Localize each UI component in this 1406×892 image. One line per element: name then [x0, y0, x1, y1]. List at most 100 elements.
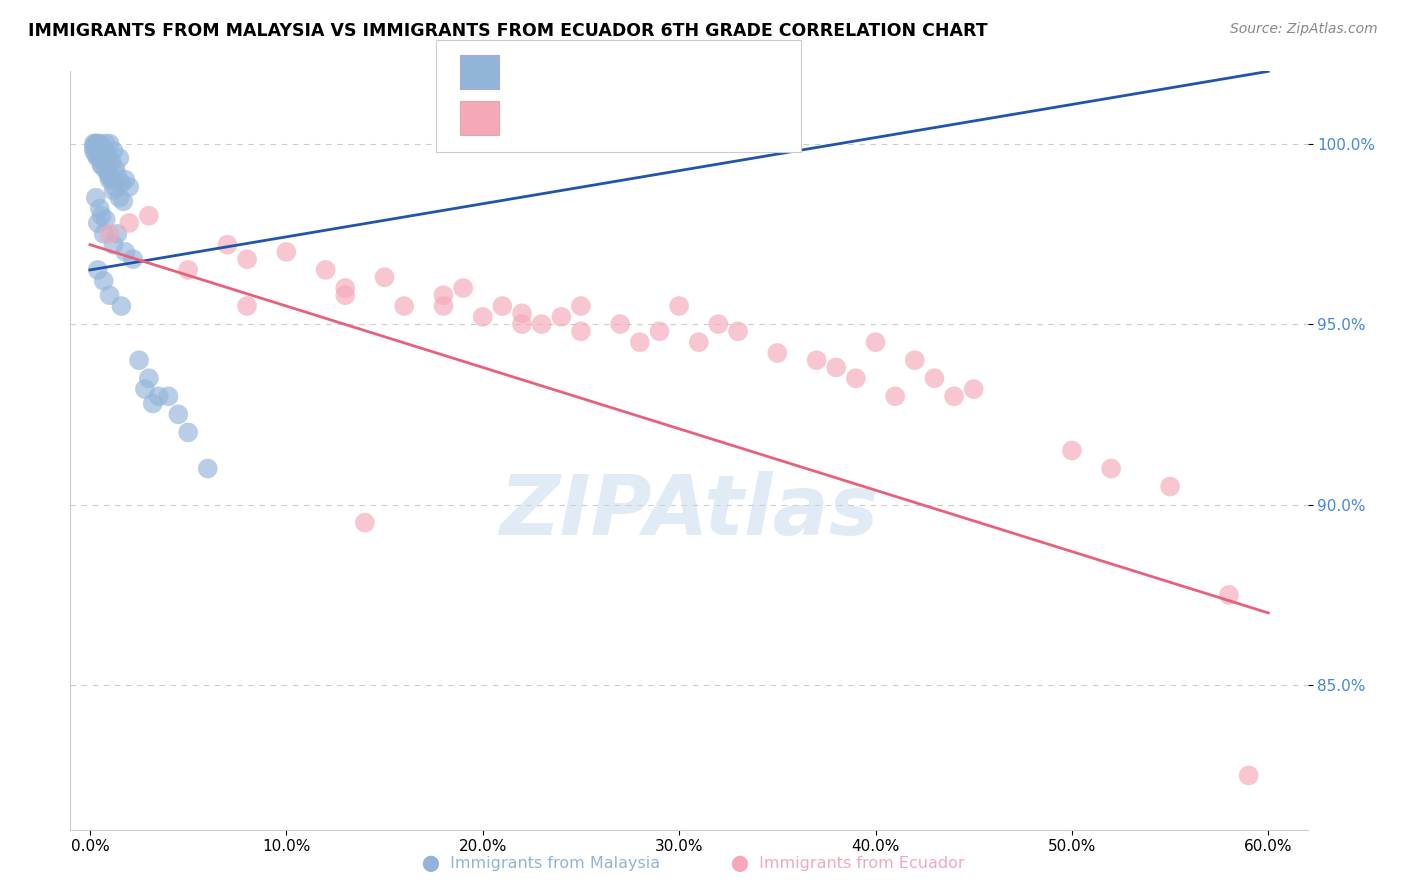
Point: [108, 151, 131, 165]
Point: [98, 172, 121, 186]
Point: [83, 140, 105, 154]
Point: [94, 212, 117, 227]
Point: [110, 176, 132, 190]
Point: [89, 140, 111, 154]
Point: [90, 158, 112, 172]
Point: [335, 281, 357, 295]
Point: [103, 144, 125, 158]
Point: [108, 191, 131, 205]
Point: [510, 317, 533, 331]
Point: [1060, 443, 1083, 458]
Point: [766, 346, 789, 360]
Point: [98, 227, 121, 241]
Point: [142, 396, 165, 410]
Point: [138, 371, 160, 385]
Point: [100, 172, 122, 186]
Point: [236, 252, 259, 266]
Point: [354, 516, 377, 530]
Text: 0.201: 0.201: [567, 63, 619, 81]
Point: [668, 299, 690, 313]
Point: [104, 161, 127, 176]
Point: [84, 147, 107, 161]
Point: [373, 270, 395, 285]
Point: [103, 237, 125, 252]
Point: [648, 324, 671, 338]
Point: [451, 281, 474, 295]
Point: [569, 324, 592, 338]
Point: [197, 461, 219, 475]
Point: [89, 151, 111, 165]
Text: R =: R =: [510, 109, 541, 127]
Point: [432, 288, 454, 302]
Point: [727, 324, 749, 338]
Point: [93, 144, 115, 158]
Point: [110, 299, 132, 313]
Point: [276, 244, 298, 259]
Point: [107, 169, 129, 183]
Point: [87, 136, 110, 151]
Text: Source: ZipAtlas.com: Source: ZipAtlas.com: [1230, 22, 1378, 37]
Point: [236, 299, 259, 313]
Point: [569, 299, 592, 313]
Point: [943, 389, 966, 403]
Text: -0.540: -0.540: [567, 109, 626, 127]
Point: [114, 244, 136, 259]
Point: [118, 216, 141, 230]
Point: [924, 371, 946, 385]
Point: [90, 140, 112, 154]
Point: [93, 227, 115, 241]
Point: [392, 299, 415, 313]
Point: [98, 136, 121, 151]
Text: ZIPAtlas: ZIPAtlas: [499, 471, 879, 551]
Point: [550, 310, 572, 324]
Point: [1237, 768, 1260, 782]
Point: [100, 154, 122, 169]
Point: [1099, 461, 1122, 475]
Point: [177, 425, 200, 440]
Point: [491, 299, 513, 313]
Point: [89, 136, 111, 151]
Point: [963, 382, 986, 396]
Point: [87, 216, 110, 230]
Point: [167, 408, 190, 422]
Point: [93, 154, 115, 169]
Point: [94, 151, 117, 165]
Point: [122, 252, 145, 266]
Point: [98, 169, 121, 183]
Point: [93, 274, 115, 288]
Point: [510, 306, 533, 320]
Point: [97, 165, 120, 179]
Point: [628, 335, 651, 350]
Point: [84, 136, 107, 151]
Point: [104, 180, 127, 194]
Point: [865, 335, 887, 350]
Point: [1218, 588, 1240, 602]
Point: [530, 317, 553, 331]
Point: [609, 317, 631, 331]
Point: [1159, 479, 1181, 493]
Point: [688, 335, 710, 350]
Point: [98, 288, 121, 302]
Text: N = 63: N = 63: [647, 63, 709, 81]
Point: [138, 209, 160, 223]
Text: ⬤  Immigrants from Malaysia: ⬤ Immigrants from Malaysia: [422, 856, 659, 872]
Point: [114, 172, 136, 186]
Point: [845, 371, 868, 385]
Point: [177, 263, 200, 277]
Point: [107, 227, 129, 241]
Point: [134, 382, 156, 396]
Point: [315, 263, 337, 277]
Point: [97, 147, 120, 161]
Point: [84, 140, 107, 154]
Text: N = 47: N = 47: [647, 109, 709, 127]
Point: [94, 136, 117, 151]
Point: [128, 353, 150, 368]
Point: [94, 161, 117, 176]
Point: [432, 299, 454, 313]
Point: [83, 136, 105, 151]
Point: [707, 317, 730, 331]
Point: [83, 144, 105, 158]
Text: ⬤  Immigrants from Ecuador: ⬤ Immigrants from Ecuador: [731, 856, 965, 872]
Point: [90, 209, 112, 223]
Point: [884, 389, 907, 403]
